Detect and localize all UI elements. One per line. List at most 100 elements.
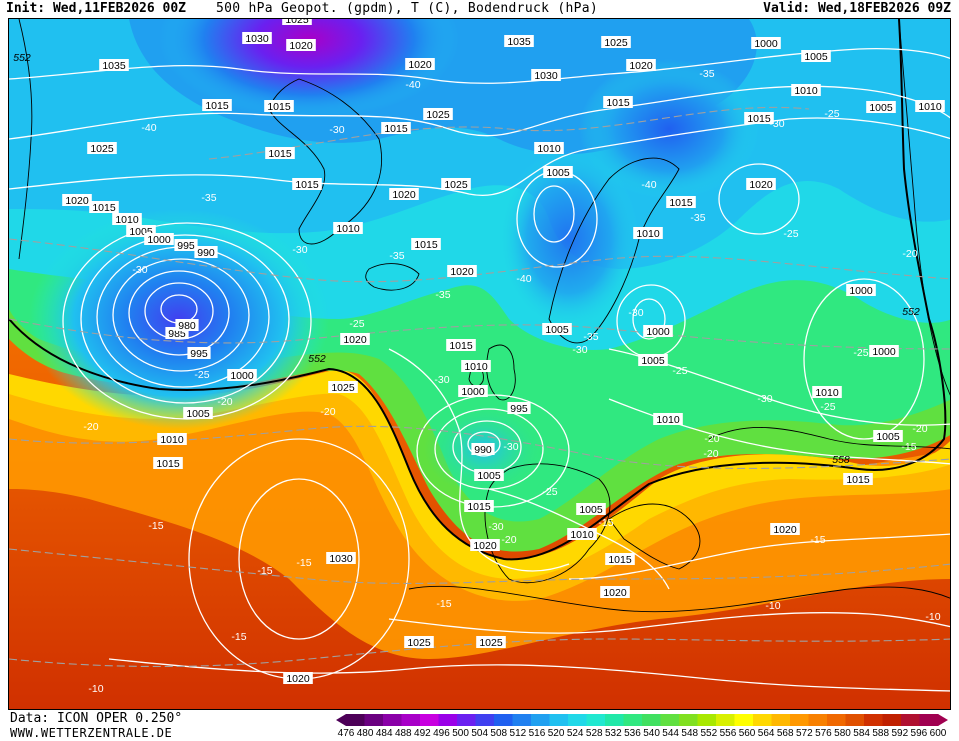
pressure-label-box bbox=[471, 443, 495, 455]
pressure-value: 1000 bbox=[754, 38, 778, 50]
pressure-label-box bbox=[601, 36, 631, 48]
temperature-value: -30 bbox=[628, 307, 643, 319]
pressure-label: 1010 bbox=[567, 528, 597, 541]
pressure-value: 990 bbox=[474, 444, 492, 456]
pressure-value: 1025 bbox=[604, 37, 628, 49]
pressure-label-box bbox=[633, 227, 663, 239]
pressure-label: 1015 bbox=[464, 500, 494, 513]
pressure-label-box bbox=[626, 59, 656, 71]
pressure-value: 1015 bbox=[267, 101, 291, 113]
temperature-label: -25 bbox=[853, 347, 868, 359]
pressure-label: 1015 bbox=[89, 201, 119, 214]
pressure-value: 1020 bbox=[749, 179, 773, 191]
temperature-label: -25 bbox=[824, 108, 839, 120]
pressure-value: 1005 bbox=[477, 470, 501, 482]
legend-swatch bbox=[642, 714, 661, 726]
pressure-label: 980 bbox=[175, 319, 199, 332]
pressure-label: 1025 bbox=[87, 142, 117, 155]
pressure-label-box bbox=[812, 386, 842, 398]
legend-swatch bbox=[716, 714, 735, 726]
legend-tick-label: 544 bbox=[662, 728, 679, 738]
pressure-label: 1005 bbox=[866, 101, 896, 114]
pressure-label: 1015 bbox=[446, 339, 476, 352]
legend-tick-label: 576 bbox=[815, 728, 832, 738]
temperature-label: -20 bbox=[501, 534, 516, 546]
temperature-value: -25 bbox=[853, 347, 868, 359]
pressure-value: 1000 bbox=[230, 370, 254, 382]
temperature-value: -30 bbox=[757, 393, 772, 405]
pressure-label-box bbox=[202, 99, 232, 111]
pressure-value: 1005 bbox=[876, 431, 900, 443]
temperature-value: -15 bbox=[296, 557, 311, 569]
legend-swatch bbox=[586, 714, 606, 726]
pressure-value: 1015 bbox=[606, 97, 630, 109]
pressure-value: 980 bbox=[178, 320, 196, 332]
legend-tick-label: 536 bbox=[624, 728, 641, 738]
pressure-label: 995 bbox=[187, 347, 211, 360]
scandinavia-coast bbox=[548, 157, 680, 344]
temperature-label: -35 bbox=[699, 68, 714, 80]
legend-tick-label: 540 bbox=[643, 728, 660, 738]
pressure-label-box bbox=[447, 265, 477, 277]
pressure-label-box bbox=[441, 178, 471, 190]
temperature-label: -20 bbox=[912, 423, 927, 435]
pressure-label: 1020 bbox=[600, 586, 630, 599]
legend-swatch bbox=[790, 714, 809, 726]
temperature-label: -25 bbox=[672, 365, 687, 377]
pressure-label-box bbox=[746, 178, 776, 190]
pressure-label-box bbox=[603, 96, 633, 108]
legend-arrow-high bbox=[938, 714, 948, 726]
pressure-value: 995 bbox=[510, 403, 528, 415]
temperature-value: -30 bbox=[292, 244, 307, 256]
yellow-band bbox=[9, 369, 950, 579]
pressure-value: 1010 bbox=[464, 361, 488, 373]
legend-tick-label: 556 bbox=[720, 728, 737, 738]
weather-map[interactable]: 1025102510301020103510201035103010251020… bbox=[8, 18, 951, 710]
temperature-value: -20 bbox=[83, 421, 98, 433]
temperature-value: -25 bbox=[672, 365, 687, 377]
legend-swatch bbox=[808, 714, 828, 726]
pressure-label-box bbox=[175, 319, 199, 331]
temperature-label: -10 bbox=[88, 683, 103, 695]
pressure-label-box bbox=[242, 32, 272, 44]
pressure-label: 1015 bbox=[603, 96, 633, 109]
legend-swatch bbox=[568, 714, 587, 726]
pressure-value: 1000 bbox=[461, 386, 485, 398]
pressure-label: 1020 bbox=[770, 523, 800, 536]
temperature-value: -20 bbox=[912, 423, 927, 435]
pressure-label: 1000 bbox=[846, 284, 876, 297]
pressure-value: 1005 bbox=[545, 324, 569, 336]
pressure-label: 1025 bbox=[601, 36, 631, 49]
pressure-value: 1020 bbox=[773, 524, 797, 536]
temperature-label: -15 bbox=[810, 534, 825, 546]
temperature-labels: -40-35-40 -30-25-30-35-40-35-25-30 -35 -20-… bbox=[83, 68, 940, 695]
pressure-label-box bbox=[87, 142, 117, 154]
pressure-value: 1010 bbox=[794, 85, 818, 97]
pressure-value: 1000 bbox=[849, 285, 873, 297]
legend-tick-label: 524 bbox=[567, 728, 584, 738]
temperature-label: -30 bbox=[628, 307, 643, 319]
pressure-label: 1000 bbox=[227, 369, 257, 382]
temperature-value: -40 bbox=[641, 179, 656, 191]
pressure-label-box bbox=[183, 407, 213, 419]
geopotential-label: 552 bbox=[308, 353, 326, 365]
pressure-label-box bbox=[227, 369, 257, 381]
pressure-label-box bbox=[576, 503, 606, 515]
temperature-label: -20 bbox=[217, 396, 232, 408]
pressure-value: 990 bbox=[197, 247, 215, 259]
temperature-value: -30 bbox=[329, 124, 344, 136]
pressure-label-box bbox=[286, 39, 316, 51]
pressure-value: 1020 bbox=[473, 540, 497, 552]
pressure-value: 1015 bbox=[467, 501, 491, 513]
legend-swatch bbox=[438, 714, 458, 726]
pressure-label-box bbox=[157, 433, 187, 445]
pressure-label-box bbox=[461, 360, 491, 372]
legend-tick-label: 560 bbox=[739, 728, 756, 738]
temperature-value: -25 bbox=[349, 318, 364, 330]
legend-swatch bbox=[383, 714, 402, 726]
pressure-label: 1010 bbox=[653, 413, 683, 426]
temperature-value: -15 bbox=[901, 441, 916, 453]
iceland-coast bbox=[365, 263, 420, 291]
temperature-label: -35 bbox=[690, 212, 705, 224]
pressure-value: 1025 bbox=[285, 19, 309, 26]
